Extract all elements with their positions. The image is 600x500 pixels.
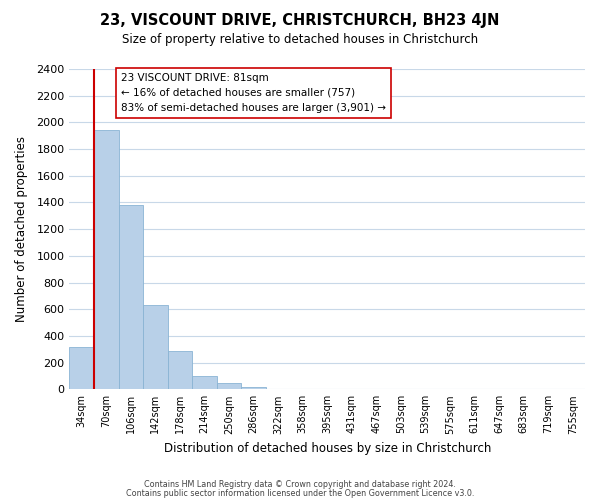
Bar xyxy=(119,205,143,390)
Bar xyxy=(94,130,119,390)
Bar xyxy=(143,305,167,390)
Text: 23, VISCOUNT DRIVE, CHRISTCHURCH, BH23 4JN: 23, VISCOUNT DRIVE, CHRISTCHURCH, BH23 4… xyxy=(100,12,500,28)
Y-axis label: Number of detached properties: Number of detached properties xyxy=(15,136,28,322)
Text: Contains HM Land Registry data © Crown copyright and database right 2024.: Contains HM Land Registry data © Crown c… xyxy=(144,480,456,489)
Bar xyxy=(167,352,192,390)
X-axis label: Distribution of detached houses by size in Christchurch: Distribution of detached houses by size … xyxy=(164,442,491,455)
Bar xyxy=(217,384,241,390)
Bar xyxy=(70,346,94,390)
Text: Size of property relative to detached houses in Christchurch: Size of property relative to detached ho… xyxy=(122,32,478,46)
Bar xyxy=(241,386,266,390)
Text: Contains public sector information licensed under the Open Government Licence v3: Contains public sector information licen… xyxy=(126,488,474,498)
Text: 23 VISCOUNT DRIVE: 81sqm
← 16% of detached houses are smaller (757)
83% of semi-: 23 VISCOUNT DRIVE: 81sqm ← 16% of detach… xyxy=(121,73,386,112)
Bar xyxy=(192,376,217,390)
